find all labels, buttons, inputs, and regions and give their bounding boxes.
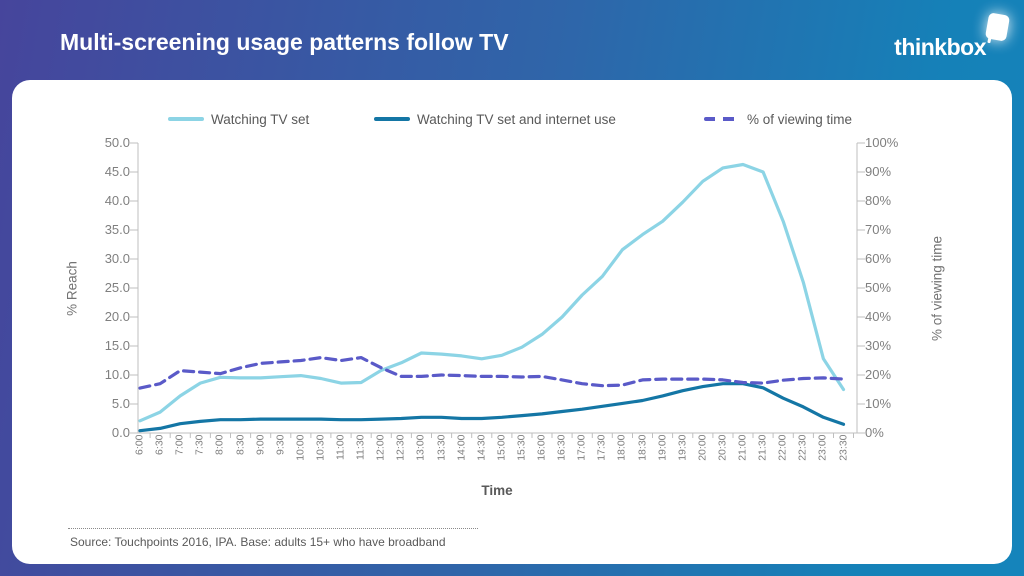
x-axis-tick-label: 19:00 [656,434,669,461]
thinkbox-box-icon [984,12,1011,42]
x-axis-tick-label: 18:30 [636,434,648,461]
source-text: Source: Touchpoints 2016, IPA. Base: adu… [70,535,446,549]
x-axis-tick-label: 16:30 [555,434,568,461]
x-axis-tick-label: 7:30 [193,434,206,455]
source-divider [68,528,478,529]
x-axis-tick-label: 15:30 [515,434,528,461]
right-axis-tick-label: 40% [865,309,892,324]
x-axis-tick-label: 23:00 [816,434,829,461]
x-axis-tick-label: 11:30 [354,434,367,461]
x-axis-tick-label: 14:00 [455,434,468,461]
left-axis-tick-label: 45.0 [104,164,130,179]
left-axis-tick-label: 5.0 [111,396,130,411]
thinkbox-logo: thinkbox [880,12,1011,62]
x-axis-tick-label: 13:00 [414,434,427,461]
x-axis-tick-label: 20:00 [696,434,709,461]
legend-dashed-swatch [704,117,740,121]
x-axis-tick-label: 9:30 [274,434,287,455]
right-axis-tick-label: 0% [865,425,884,440]
left-axis-tick-label: 50.0 [104,135,130,150]
x-axis-tick-label: 9:00 [254,434,267,455]
legend-item-watching-tv-and-internet: Watching TV set and internet use [374,110,616,128]
right-axis-tick-label: 20% [865,367,892,382]
x-axis-tick-label: 19:30 [676,434,689,461]
x-axis-title: Time [481,483,513,498]
legend-item-pct-viewing-time: % of viewing time [704,110,852,128]
right-axis-tick-label: 50% [865,280,892,295]
right-axis-tick-label: 100% [865,135,899,150]
left-axis-tick-label: 20.0 [104,309,130,324]
x-axis-tick-label: 20:30 [716,434,729,461]
x-axis-tick-label: 18:00 [615,434,628,461]
x-axis-tick-label: 17:00 [575,434,588,461]
right-axis-title: % of viewing time [929,235,945,342]
left-axis-tick-label: 10.0 [104,367,130,382]
x-axis-tick-label: 12:30 [394,434,407,461]
x-axis-tick-label: 23:30 [837,434,849,461]
legend-line-swatch [374,117,410,121]
legend-line-swatch [168,117,204,121]
left-axis-tick-label: 30.0 [104,251,130,266]
legend-label: Watching TV set [211,111,310,127]
x-axis-tick-label: 21:30 [756,434,769,461]
x-axis-tick-label: 10:30 [314,434,327,461]
left-axis-tick-label: 40.0 [104,193,130,208]
x-axis-tick-label: 15:00 [495,434,508,461]
x-axis-tick-label: 7:00 [173,434,186,455]
left-axis-tick-label: 0.0 [111,425,130,440]
left-axis-tick-label: 35.0 [104,222,130,237]
page-title: Multi-screening usage patterns follow TV [60,29,509,55]
left-axis-title: % Reach [64,261,80,316]
x-axis-tick-label: 8:00 [213,434,226,455]
right-axis-tick-label: 70% [865,222,892,237]
x-axis-tick-label: 17:30 [595,434,608,461]
x-axis-tick-label: 22:00 [776,434,789,461]
x-axis-tick-label: 8:30 [234,434,246,455]
x-axis-tick-label: 21:00 [736,434,749,461]
right-axis-tick-label: 90% [865,164,892,179]
x-axis-tick-label: 6:30 [153,434,166,455]
x-axis-tick-label: 11:00 [334,434,347,461]
x-axis-tick-label: 6:00 [133,434,146,455]
right-axis-tick-label: 10% [865,396,892,411]
x-axis-tick-label: 16:00 [535,434,548,461]
x-axis-tick-label: 22:30 [796,434,809,461]
thinkbox-logo-text: thinkbox [894,34,986,60]
right-axis-tick-label: 80% [865,193,892,208]
legend-item-watching-tv-set: Watching TV set [168,110,309,128]
right-axis-tick-label: 30% [865,338,892,353]
left-axis-tick-label: 25.0 [104,280,130,295]
right-axis-tick-label: 60% [865,251,892,266]
x-axis-tick-label: 10:00 [294,434,307,461]
x-axis-tick-label: 14:30 [475,434,488,461]
x-axis-tick-label: 13:30 [435,434,447,461]
legend-label: Watching TV set and internet use [417,111,616,127]
legend-label: % of viewing time [747,111,853,127]
left-axis-tick-label: 15.0 [104,338,130,353]
x-axis-tick-label: 12:00 [374,434,387,461]
